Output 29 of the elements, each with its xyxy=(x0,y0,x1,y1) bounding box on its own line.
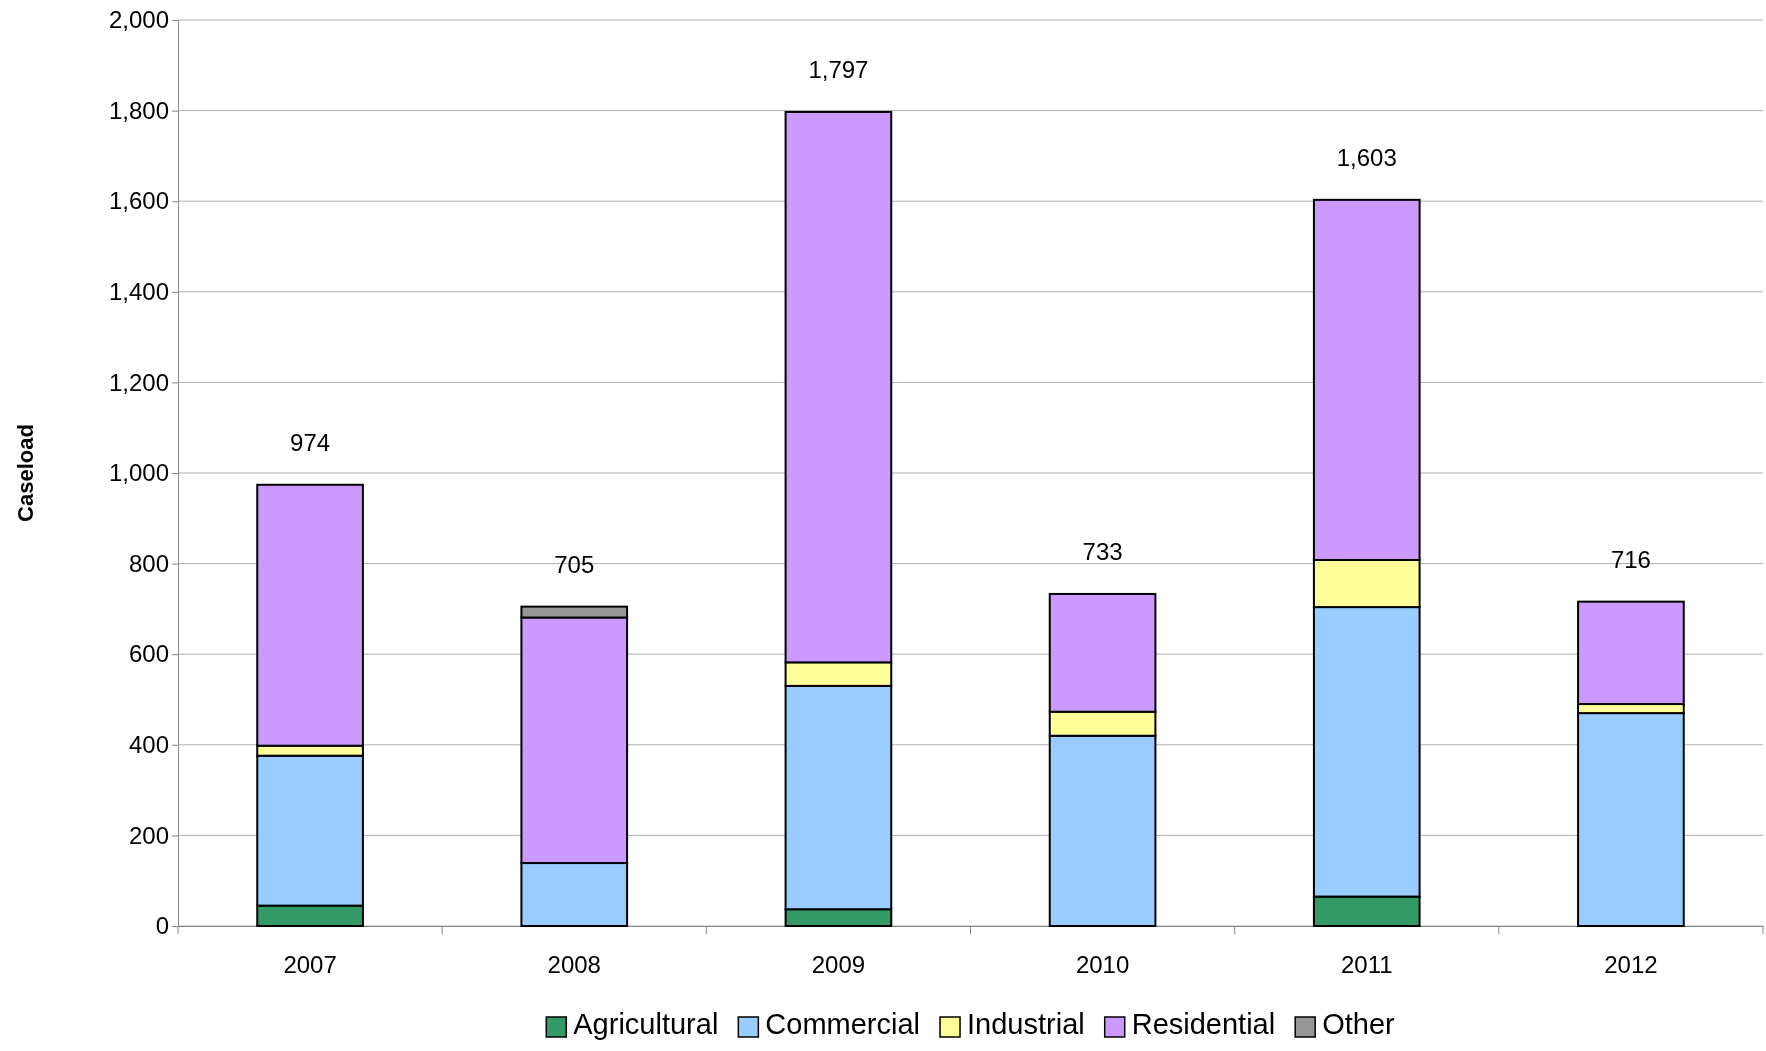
total-label: 974 xyxy=(290,428,331,456)
legend-label: Residential xyxy=(1131,1008,1276,1040)
x-tick-label: 2007 xyxy=(283,951,337,979)
y-tick-label: 1,800 xyxy=(108,96,169,124)
total-label: 716 xyxy=(1610,545,1651,573)
y-tick-label: 800 xyxy=(128,549,169,577)
legend-label: Agricultural xyxy=(573,1008,719,1040)
x-tick-label: 2008 xyxy=(547,951,601,979)
y-tick-label: 400 xyxy=(128,730,169,758)
y-tick-label: 1,400 xyxy=(108,277,169,305)
legend-label: Other xyxy=(1322,1008,1396,1040)
y-tick-label: 600 xyxy=(128,640,169,668)
y-tick-label: 200 xyxy=(128,821,169,849)
x-tick-label: 2010 xyxy=(1075,951,1130,979)
y-tick-label: 1,600 xyxy=(108,187,169,215)
x-tick-label: 2012 xyxy=(1604,951,1658,979)
y-tick-label: 1,200 xyxy=(108,368,169,396)
y-tick-label: 2,000 xyxy=(108,6,169,34)
x-tick-label: 2011 xyxy=(1340,951,1393,979)
y-tick-label: 1,000 xyxy=(108,459,169,487)
total-label: 1,797 xyxy=(808,55,869,83)
y-tick-label: 0 xyxy=(155,912,169,940)
total-label: 733 xyxy=(1082,537,1123,565)
x-tick-label: 2009 xyxy=(811,951,866,979)
legend-label: Commercial xyxy=(765,1008,921,1040)
total-label: 705 xyxy=(554,550,595,578)
legend-label: Industrial xyxy=(967,1008,1085,1040)
total-label: 1,603 xyxy=(1336,143,1397,171)
y-axis-title: Caseload xyxy=(13,424,38,522)
